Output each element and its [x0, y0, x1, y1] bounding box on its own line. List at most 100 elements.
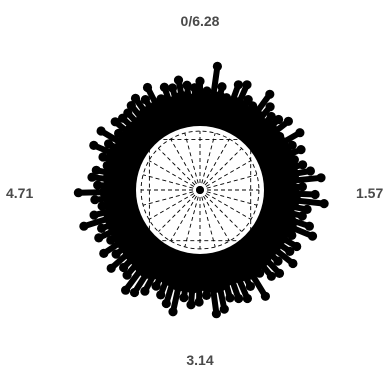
grid-spoke: [199, 189, 242, 232]
data-point: [296, 145, 306, 155]
radial-grid: [140, 130, 260, 250]
data-point: [110, 117, 120, 127]
data-point: [319, 199, 329, 209]
grid-spoke: [199, 132, 216, 191]
grid-spoke: [199, 138, 230, 191]
data-point: [106, 235, 116, 245]
data-point: [212, 61, 222, 71]
data-point: [288, 258, 298, 269]
data-point: [186, 300, 196, 310]
grid-spoke: [199, 148, 242, 191]
data-point: [156, 290, 166, 300]
data-point: [156, 94, 166, 104]
grid-spoke: [148, 189, 201, 220]
data-point: [142, 82, 153, 93]
data-point: [242, 293, 252, 304]
data-point: [316, 173, 326, 183]
data-point: [283, 116, 293, 126]
data-point: [248, 101, 258, 111]
data-point: [195, 76, 205, 86]
angle-label-bottom: 3.14: [186, 352, 213, 368]
grid-spoke: [184, 132, 201, 191]
data-point: [73, 188, 83, 198]
data-point: [140, 286, 150, 296]
grid-spoke: [199, 189, 258, 206]
grid-spoke: [170, 138, 201, 191]
data-point: [260, 291, 270, 301]
data-point: [161, 298, 171, 309]
data-point: [217, 82, 227, 92]
data-point: [121, 285, 131, 295]
angle-label-right: 1.57: [356, 185, 383, 201]
data-point: [243, 95, 253, 105]
data-point: [179, 293, 189, 303]
data-point: [304, 221, 314, 231]
data-point: [114, 128, 124, 138]
data-point: [79, 221, 89, 231]
data-point: [233, 80, 243, 90]
data-point: [94, 233, 104, 243]
data-point: [292, 241, 302, 252]
data-point: [245, 281, 255, 291]
data-point: [126, 101, 136, 111]
data-point: [122, 270, 132, 280]
grid-spoke: [199, 189, 252, 220]
data-point: [159, 82, 169, 92]
data-point: [307, 231, 318, 241]
data-point: [202, 86, 212, 96]
data-point: [130, 93, 141, 103]
data-point: [297, 182, 307, 192]
data-point: [99, 248, 109, 258]
data-point: [225, 293, 235, 303]
data-point: [194, 297, 204, 307]
data-point: [173, 75, 184, 85]
data-point: [266, 111, 276, 122]
grid-spoke: [170, 189, 201, 242]
data-point: [93, 180, 103, 190]
grid-spoke: [184, 189, 201, 248]
grid-spoke: [199, 189, 230, 242]
data-point: [98, 152, 108, 162]
data-point: [89, 140, 99, 150]
data-point: [89, 210, 99, 220]
data-point: [168, 307, 178, 317]
data-point: [123, 108, 133, 118]
data-point: [273, 256, 283, 266]
angle-label-left: 4.71: [6, 185, 33, 201]
data-point: [119, 262, 129, 273]
center-dot: [196, 186, 204, 194]
grid-spoke: [142, 189, 201, 206]
data-point: [182, 80, 192, 90]
data-point: [211, 309, 221, 319]
data-point: [310, 189, 320, 200]
data-point: [305, 166, 315, 176]
grid-spoke: [148, 160, 201, 191]
data-point: [219, 304, 229, 314]
data-point: [97, 223, 107, 233]
grid-spoke: [158, 148, 201, 191]
data-point: [97, 201, 107, 211]
data-point: [275, 131, 285, 142]
data-point: [266, 271, 276, 281]
data-point: [111, 249, 121, 259]
data-point: [129, 287, 140, 298]
grid-spoke: [199, 189, 216, 248]
data-point: [295, 128, 305, 138]
data-point: [167, 83, 178, 93]
data-point: [297, 211, 307, 221]
data-point: [274, 114, 284, 125]
grid-spoke: [199, 160, 252, 191]
data-point: [190, 83, 200, 93]
data-point: [287, 140, 297, 150]
data-point: [104, 139, 114, 149]
data-point: [201, 290, 212, 300]
data-point: [265, 102, 275, 112]
data-point: [151, 281, 161, 291]
data-point: [106, 263, 116, 273]
data-point: [255, 268, 265, 278]
data-point: [87, 172, 97, 182]
data-point: [289, 155, 299, 165]
data-point: [298, 160, 308, 170]
data-point: [140, 95, 150, 105]
